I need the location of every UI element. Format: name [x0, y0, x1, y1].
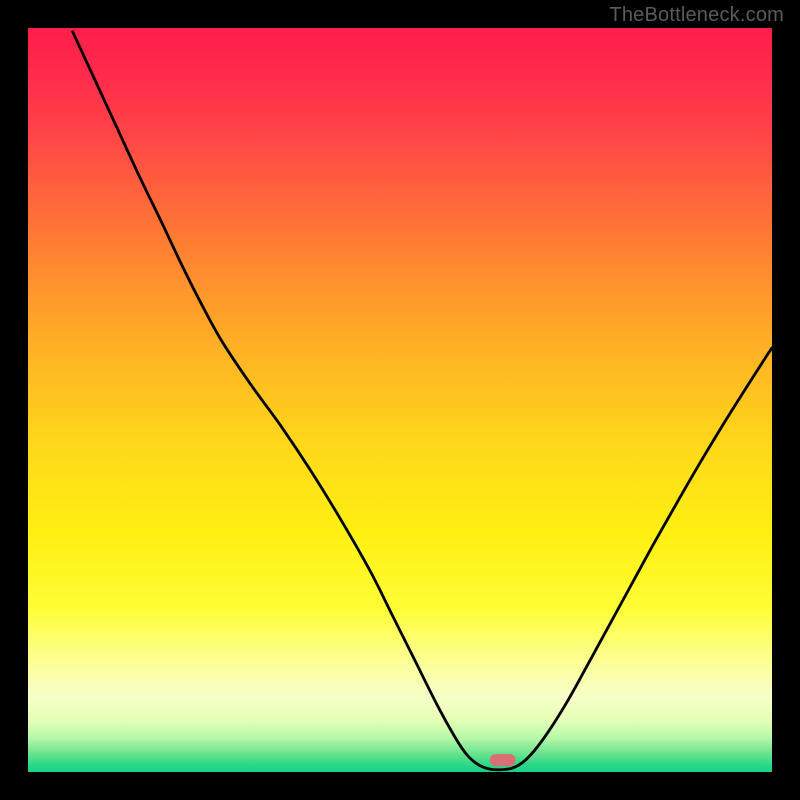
chart-stage: TheBottleneck.com: [0, 0, 800, 800]
watermark-text: TheBottleneck.com: [609, 4, 784, 27]
bottleneck-chart: [0, 0, 800, 800]
plot-background: [28, 28, 772, 772]
optimum-marker: [490, 754, 516, 766]
